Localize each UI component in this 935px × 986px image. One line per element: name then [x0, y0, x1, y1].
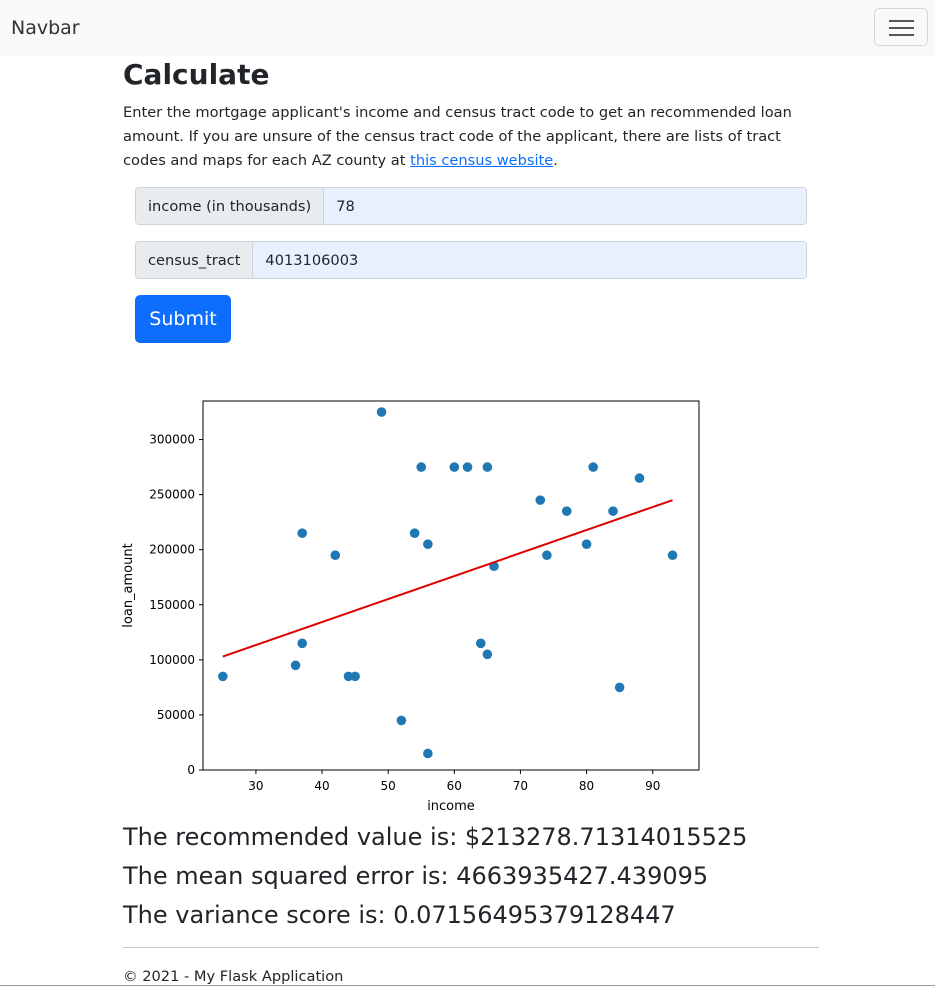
income-input[interactable]	[324, 188, 806, 224]
income-label: income (in thousands)	[136, 188, 325, 224]
y-tick-label: 250000	[149, 488, 195, 502]
scatter-point	[350, 671, 360, 682]
income-input-group: income (in thousands)	[135, 187, 807, 225]
x-tick-label: 80	[579, 779, 594, 793]
y-tick-label: 50000	[157, 708, 195, 722]
mean-squared-error: The mean squared error is: 4663935427.43…	[123, 862, 709, 890]
y-tick-label: 200000	[149, 543, 195, 557]
scatter-point	[482, 649, 493, 660]
x-tick-label: 60	[447, 779, 462, 793]
intro-end: .	[553, 152, 558, 169]
scatter-point	[297, 528, 307, 538]
scatter-point	[542, 550, 552, 561]
y-tick-label: 300000	[149, 433, 195, 447]
variance-score: The variance score is: 0.071564953791284…	[123, 901, 676, 929]
chart-svg: 30 40 50 60 70 80 90 0 50000 100000 150000 200000 25…	[121, 400, 700, 814]
scatter-point	[409, 528, 420, 538]
scatter-point	[449, 462, 460, 472]
regression-line	[222, 499, 673, 658]
x-tick-label: 40	[314, 779, 329, 793]
intro-paragraph: Enter the mortgage applicant's income an…	[123, 101, 813, 173]
submit-button[interactable]: Submit	[135, 295, 231, 343]
scatter-point	[614, 682, 625, 693]
scatter-point	[218, 671, 228, 682]
page-title: Calculate	[123, 58, 270, 91]
scatter-point	[396, 715, 407, 726]
scatter-point	[588, 462, 598, 472]
scatter-point	[608, 506, 618, 516]
scatter-point	[475, 638, 486, 649]
census-website-link[interactable]: this census website	[410, 152, 554, 169]
y-tick-label: 150000	[149, 598, 195, 612]
tract-label: census_tract	[136, 242, 254, 278]
navbar-toggler-button[interactable]	[874, 8, 928, 46]
scatter-point	[482, 462, 493, 472]
scatter-point	[581, 539, 592, 549]
tract-input[interactable]	[253, 242, 806, 278]
x-tick-label: 30	[248, 779, 263, 793]
scatter-point	[297, 638, 307, 649]
navbar: Navbar	[0, 0, 935, 56]
scatter-point	[535, 495, 546, 505]
scatter-point	[290, 660, 301, 671]
scatter-point	[423, 748, 433, 759]
plot-frame	[202, 400, 700, 771]
recommended-value: The recommended value is: $213278.713140…	[123, 823, 748, 851]
scatter-chart: 30 40 50 60 70 80 90 0 50000 100000 150000 200000 25…	[110, 390, 710, 820]
footer-divider	[123, 947, 819, 948]
x-tick-label: 70	[513, 779, 528, 793]
tract-input-group: census_tract	[135, 241, 807, 279]
y-tick-label: 100000	[149, 653, 195, 667]
navbar-brand[interactable]: Navbar	[11, 17, 80, 39]
scatter-point	[561, 506, 572, 516]
scatter-point	[462, 462, 473, 472]
scatter-point	[330, 550, 341, 561]
scatter-point	[423, 539, 433, 549]
footer-text: © 2021 - My Flask Application	[123, 968, 344, 985]
scatter-point	[376, 407, 387, 417]
scatter-point	[634, 473, 645, 483]
y-axis-label: loan_amount	[121, 543, 136, 627]
x-tick-label: 90	[645, 779, 660, 793]
scatter-point	[667, 550, 678, 561]
y-tick-label: 0	[187, 763, 195, 777]
scatter-point	[343, 671, 354, 682]
scatter-point	[416, 462, 427, 472]
intro-text: Enter the mortgage applicant's income an…	[123, 104, 792, 169]
x-axis-label: income	[427, 799, 475, 814]
x-tick-label: 50	[381, 779, 396, 793]
